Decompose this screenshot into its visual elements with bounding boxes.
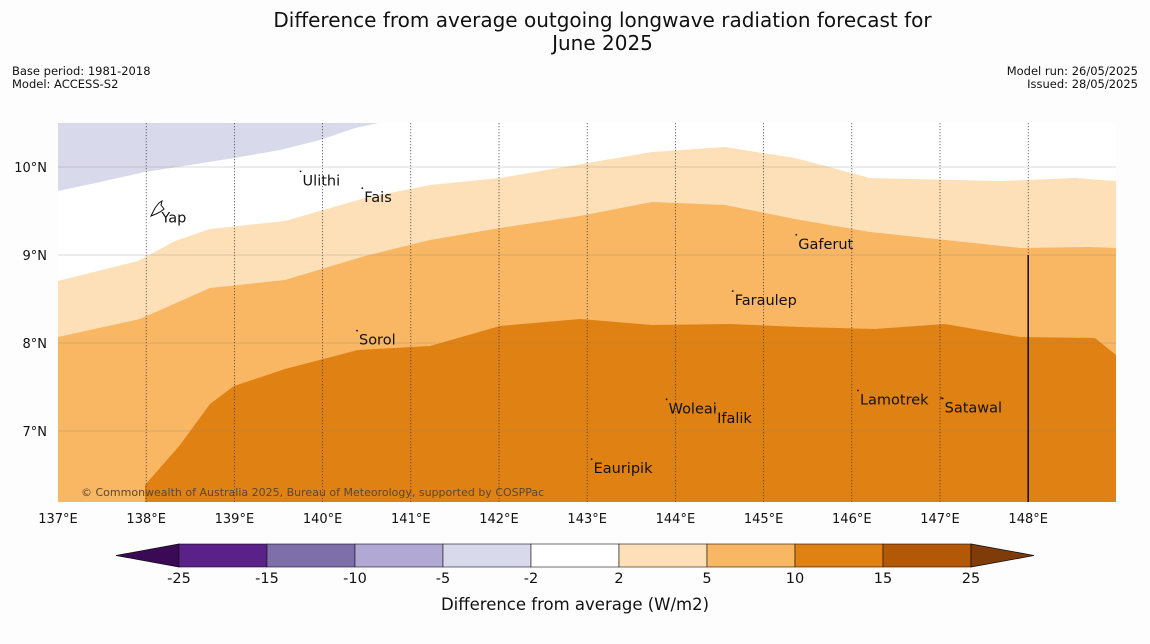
longitude-tick-label: 148°E	[1008, 512, 1048, 527]
metadata-left: Base period: 1981-2018 Model: ACCESS-S2	[12, 65, 151, 91]
colorbar-max-extension	[970, 543, 1035, 568]
colorbar-min-extension	[115, 543, 180, 568]
colorbar: -25 -15 -10 -5 -2 2 5 10 15 25	[115, 543, 1035, 587]
island-ifalik-dot	[714, 408, 716, 410]
colorbar-label: Difference from average (W/m2)	[441, 595, 709, 614]
longitude-tick-label: 141°E	[391, 512, 431, 527]
longitude-tick-label: 137°E	[38, 512, 78, 527]
colorbar-tick-label: -15	[255, 571, 279, 587]
longitude-tick-label: 143°E	[567, 512, 607, 527]
chart-title: Difference from average outgoing longwav…	[0, 9, 1150, 55]
island-label-fais: Fais	[364, 190, 391, 206]
island-woleai-dot	[665, 398, 668, 401]
island-label-yap: Yap	[160, 210, 186, 226]
anomaly-band-minus-2-to-minus-5	[58, 123, 378, 191]
latitude-tick-label: 9°N	[23, 249, 48, 264]
island-lamotrek-dot	[857, 389, 859, 392]
island-gaferut-dot	[795, 233, 798, 236]
island-label-eauripik: Eauripik	[594, 461, 653, 477]
island-label-satawal: Satawal	[945, 400, 1002, 416]
longitude-tick-label: 138°E	[126, 512, 166, 527]
map-area: Ulithi Fais Yap Gaferut Faraulep Sorol Lamotre…	[58, 123, 1116, 502]
island-satawal-dot	[941, 397, 944, 400]
island-label-ifalik: Ifalik	[717, 411, 752, 427]
colorbar-tick-label: 15	[874, 571, 892, 587]
island-label-sorol: Sorol	[359, 333, 396, 349]
island-faraulep-dot	[731, 290, 734, 292]
longitude-tick-label: 140°E	[303, 512, 343, 527]
colorbar-swatch	[442, 543, 532, 568]
colorbar-tick-label: 5	[702, 571, 711, 587]
island-label-faraulep: Faraulep	[735, 293, 797, 309]
colorbar-swatch	[882, 543, 972, 568]
colorbar-swatch	[794, 543, 884, 568]
metadata-right: Model run: 26/05/2025 Issued: 28/05/2025	[1007, 65, 1138, 91]
issued-text: Issued: 28/05/2025	[1027, 77, 1138, 91]
colorbar-swatch	[618, 543, 708, 568]
colorbar-tick-label: -2	[524, 571, 538, 587]
island-label-ulithi: Ulithi	[303, 173, 341, 189]
copyright-notice: © Commonwealth of Australia 2025, Bureau…	[81, 486, 544, 499]
longitude-tick-label: 145°E	[744, 512, 784, 527]
colorbar-swatch	[266, 543, 356, 568]
title-line-1: Difference from average outgoing longwav…	[273, 8, 932, 32]
longitude-tick-label: 139°E	[215, 512, 255, 527]
island-labels: Ulithi Fais Yap Gaferut Faraulep Sorol Lamotre…	[160, 170, 1002, 477]
island-label-woleai: Woleai	[669, 401, 717, 417]
model-run-text: Model run: 26/05/2025	[1006, 64, 1138, 78]
colorbar-tick-label: 10	[786, 571, 804, 587]
latitude-tick-label: 10°N	[14, 161, 47, 176]
colorbar-swatch	[178, 543, 268, 568]
island-fais-dot	[361, 187, 364, 190]
latitude-tick-label: 7°N	[23, 425, 48, 440]
island-ulithi-dot	[299, 170, 302, 173]
longitude-tick-label: 144°E	[656, 512, 696, 527]
model-text: Model: ACCESS-S2	[12, 77, 119, 91]
yap-island-outline	[149, 199, 165, 217]
island-label-gaferut: Gaferut	[798, 237, 853, 253]
island-label-lamotrek: Lamotrek	[860, 393, 929, 409]
longitude-tick-label: 142°E	[479, 512, 519, 527]
latitude-tick-label: 8°N	[23, 337, 48, 352]
colorbar-swatch	[706, 543, 796, 568]
island-eauripik-dot	[590, 458, 593, 461]
anomaly-band-10-to-15	[145, 319, 1116, 502]
island-sorol-dot	[356, 329, 358, 332]
axis-tick-labels: 137°E 138°E 139°E 140°E 141°E 142°E 143°E 144°E…	[14, 161, 1048, 527]
colorbar-swatch	[530, 543, 620, 568]
colorbar-tick-label: 2	[614, 571, 623, 587]
colorbar-tick-label: -10	[343, 571, 367, 587]
colorbar-tick-label: 25	[962, 571, 980, 587]
title-line-2: June 2025	[552, 31, 653, 55]
colorbar-tick-label: -25	[167, 571, 191, 587]
islet-dot	[940, 397, 942, 399]
longitude-tick-label: 147°E	[920, 512, 960, 527]
colorbar-tick-label: -5	[436, 571, 450, 587]
graticule	[58, 123, 1116, 502]
longitude-tick-label: 146°E	[832, 512, 872, 527]
base-period-text: Base period: 1981-2018	[12, 64, 151, 78]
colorbar-swatch	[354, 543, 444, 568]
